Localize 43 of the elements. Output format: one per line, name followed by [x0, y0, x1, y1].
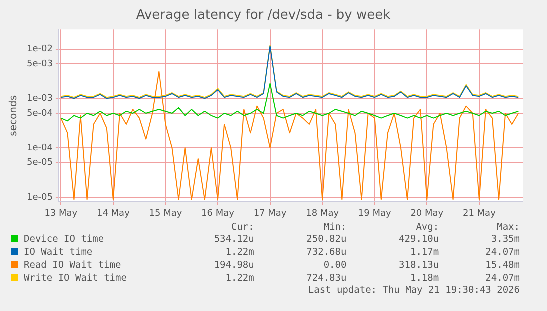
legend-label: Read IO Wait time [24, 260, 122, 271]
legend-label: Device IO time [24, 234, 104, 245]
x-tick-label: 21 May [462, 208, 497, 219]
y-tick-label: 1e-04 [26, 143, 54, 154]
legend-label: IO Wait time [24, 247, 93, 258]
text: 318.13u [398, 259, 440, 272]
y-axis-title: seconds [8, 95, 20, 136]
text: 724.83u [306, 272, 347, 285]
x-tick-label: 15 May [149, 208, 183, 219]
y-tick-label: 5e-05 [26, 158, 53, 168]
text: Min: [322, 222, 347, 233]
x-tick-label: 19 May [358, 208, 392, 219]
x-tick-label: 18 May [306, 208, 340, 219]
text: 1.17m [409, 246, 440, 259]
x-tick-label: 17 May [254, 208, 288, 219]
y-tick-label: 1e-05 [26, 192, 53, 203]
x-tick-label: 16 May [202, 208, 236, 219]
text: Max: [496, 222, 520, 233]
text: 0.00 [322, 259, 347, 272]
text: 194.98u [213, 259, 254, 272]
text: 1.22m [224, 272, 254, 285]
text: 429.10u [398, 233, 440, 246]
text: 534.12u [213, 233, 254, 246]
legend-label: Write IO Wait time [24, 273, 127, 284]
chart-title: Average latency for /dev/sda - by week [136, 8, 392, 24]
y-tick-label: 1e-02 [26, 44, 53, 55]
x-tick-label: 14 May [96, 208, 131, 219]
text: 1.18m [409, 272, 440, 285]
text: Cur: [230, 222, 254, 233]
text: 250.82u [306, 233, 347, 246]
text: Last update: Thu May 21 19:30:43 2026 [307, 285, 520, 296]
text: 732.68u [306, 246, 347, 259]
x-tick-label: 20 May [410, 208, 444, 219]
x-tick-label: 13 May [44, 208, 78, 219]
text: 24.07m [484, 272, 520, 285]
text: 3.35m [490, 233, 520, 246]
y-tick-label: 1e-03 [26, 94, 53, 104]
y-tick-label: 5e-03 [26, 59, 53, 70]
text: Avg: [415, 222, 440, 233]
y-tick-label: 5e-04 [26, 108, 54, 119]
text: 1.22m [224, 246, 254, 259]
text: 15.48m [484, 259, 520, 272]
text: 24.07m [484, 246, 520, 259]
